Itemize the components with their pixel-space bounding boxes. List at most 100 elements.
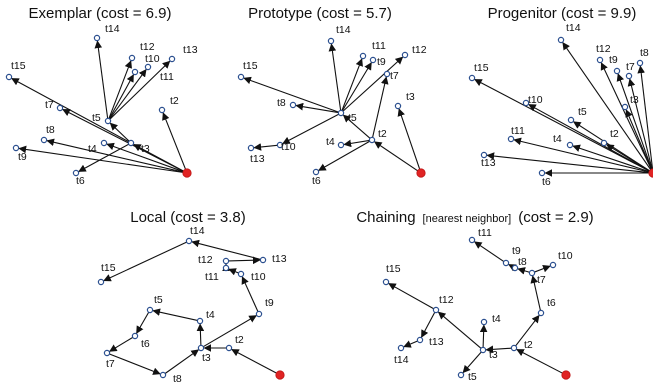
- edge-t5-to-t9: [341, 62, 372, 112]
- edge-t3-to-t4: [196, 323, 205, 346]
- node-t10: [131, 68, 139, 76]
- node-label-t13: t13: [250, 153, 265, 165]
- edge-t10-to-t13: [253, 143, 278, 151]
- node-t9: [12, 144, 20, 152]
- node-label-t12: t12: [439, 294, 454, 306]
- edge-root-to-t11: [513, 137, 650, 173]
- node-t6: [537, 309, 545, 317]
- node-label-t3: t3: [141, 143, 150, 155]
- node-t15: [237, 73, 245, 81]
- edge-t5-to-t12: [108, 60, 132, 119]
- edge-t9-to-t10: [241, 276, 259, 312]
- panel-title-chaining: Chaining [nearest neighbor] (cost = 2.9): [356, 209, 593, 226]
- edge-root-to-t3: [397, 108, 421, 170]
- node-t12: [128, 54, 136, 62]
- node-label-t15: t15: [243, 60, 258, 72]
- node-label-t4: t4: [206, 309, 215, 321]
- edge-t5-to-t12: [342, 56, 404, 112]
- node-t2: [225, 344, 233, 352]
- node-t8: [511, 264, 519, 272]
- edge-root-to-t12: [600, 62, 652, 170]
- node-t13: [259, 256, 267, 264]
- node-label-t12: t12: [596, 43, 611, 55]
- edge-t5-to-t10: [282, 113, 339, 145]
- node-t4: [337, 141, 345, 149]
- node-t3: [197, 344, 205, 352]
- node-label-t2: t2: [378, 128, 387, 140]
- edge-root-to-t9: [616, 73, 653, 170]
- node-t4: [566, 141, 574, 149]
- panel-title-exemplar: Exemplar (cost = 6.9): [29, 5, 172, 22]
- edge-t8-to-t9: [508, 264, 517, 272]
- edge-t3-to-t6: [78, 143, 129, 172]
- edge-root-to-t3: [625, 109, 652, 170]
- panel-prototype: t2 t3 t4 t5 t6 t7 t8 t9 t10 t11 t12 t13 t14 t15: [237, 24, 427, 187]
- node-t13: [168, 55, 176, 63]
- node-label-t11: t11: [511, 125, 525, 137]
- node-t7: [56, 104, 64, 112]
- node-label-t13: t13: [272, 253, 287, 265]
- node-label-t8: t8: [640, 47, 649, 59]
- chaining-title-main: Chaining: [356, 209, 415, 226]
- root-node: [275, 370, 285, 380]
- edge-t6-to-t7: [109, 336, 134, 352]
- node-label-t2: t2: [235, 334, 244, 346]
- edge-t14-to-t15: [103, 241, 187, 282]
- edge-root-to-t8: [637, 65, 653, 169]
- edge-root-to-t7: [62, 108, 184, 172]
- edge-t7-to-t8: [517, 267, 530, 275]
- root-node: [182, 168, 192, 178]
- node-t8: [159, 371, 167, 379]
- edge-t5-to-t14: [328, 43, 342, 111]
- panel-local: t2 t3 t4 t5 t6 t7 t8 t9 t10 t11 t12 t13 t14 t15: [97, 225, 287, 385]
- edge-t3-to-t9: [202, 315, 257, 348]
- panel-title-prototype: Prototype (cost = 5.7): [248, 5, 392, 22]
- node-t10: [549, 261, 557, 269]
- node-t12: [222, 257, 230, 265]
- edge-t5-to-t14: [94, 40, 109, 119]
- panel-progenitor: t2 t3 t4 t5 t6 t7 t8 t9 t10 t11 t12 t13 t14 t15: [468, 22, 653, 188]
- edge-t4-to-t5: [152, 308, 198, 321]
- chaining-title-sub: [nearest neighbor]: [423, 213, 512, 225]
- node-t11: [359, 52, 367, 60]
- node-t7: [625, 72, 633, 80]
- node-label-t5: t5: [468, 371, 477, 383]
- node-label-t7: t7: [45, 99, 54, 111]
- edge-t3-to-t5: [109, 122, 130, 142]
- edge-t5-to-t10: [108, 74, 134, 119]
- node-t14: [397, 344, 405, 352]
- node-label-t3: t3: [406, 91, 415, 103]
- node-t2: [510, 344, 518, 352]
- edge-t2-to-t7: [372, 76, 389, 138]
- node-t11: [222, 264, 230, 272]
- edge-t3-to-t15: [11, 78, 129, 143]
- node-t13: [480, 151, 488, 159]
- node-label-t14: t14: [190, 225, 205, 237]
- node-label-t13: t13: [183, 44, 198, 56]
- node-t5: [457, 371, 465, 379]
- edge-root-to-t9: [18, 145, 183, 173]
- edge-root-to-t2: [162, 112, 186, 170]
- node-label-t5: t5: [154, 294, 163, 306]
- node-label-t2: t2: [610, 128, 619, 140]
- node-t9: [502, 259, 510, 267]
- edge-t3-to-t12: [437, 311, 482, 349]
- node-label-t7: t7: [390, 70, 399, 82]
- node-t6: [312, 168, 320, 176]
- node-label-t7: t7: [626, 61, 635, 73]
- node-t8: [289, 101, 297, 109]
- node-t6: [131, 332, 139, 340]
- node-t2: [600, 139, 608, 147]
- root-node: [561, 370, 571, 380]
- node-t6: [72, 169, 80, 177]
- node-label-t8: t8: [173, 373, 182, 385]
- node-label-t3: t3: [489, 349, 498, 361]
- node-label-t5: t5: [92, 112, 101, 124]
- node-t13: [416, 336, 424, 344]
- node-label-t2: t2: [524, 339, 533, 351]
- node-label-t15: t15: [474, 62, 489, 74]
- edge-root-to-t2: [374, 141, 418, 172]
- edge-t5-to-t15: [243, 76, 339, 113]
